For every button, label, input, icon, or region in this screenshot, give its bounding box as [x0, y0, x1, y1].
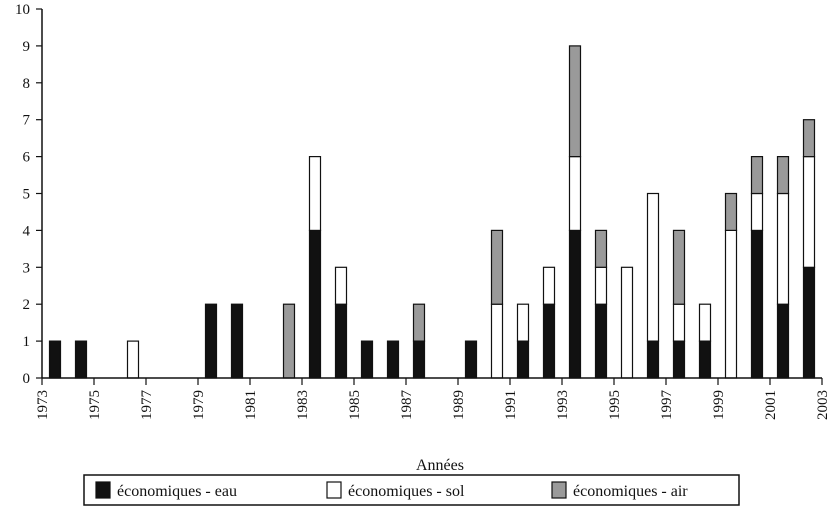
- bar-segment-air-2000: [750, 156, 764, 195]
- bar-segment-eau-2001: [776, 303, 790, 379]
- legend: économiques - eau économiques - sol économ…: [83, 474, 740, 506]
- legend-swatch-air: [551, 481, 567, 499]
- bar-segment-sol-1983: [308, 156, 322, 232]
- y-tick-label: 2: [23, 297, 31, 313]
- y-tick-label: 6: [23, 150, 31, 166]
- x-tick-label: 1975: [87, 390, 103, 420]
- bar-segment-air-1997: [672, 229, 686, 305]
- bar-segment-air-1999: [724, 192, 738, 232]
- x-tick-label: 1997: [659, 390, 675, 421]
- bar-segment-sol-1998: [698, 303, 712, 342]
- bar-segment-eau-1993: [568, 229, 582, 379]
- bar-segment-eau-2002: [802, 266, 816, 379]
- y-tick-label: 4: [23, 223, 31, 239]
- bar-segment-eau-1985: [360, 340, 374, 379]
- bar-segment-sol-2001: [776, 192, 790, 305]
- y-tick-label: 5: [23, 187, 31, 203]
- x-tick-label: 2003: [815, 390, 831, 420]
- bar-segment-sol-1995: [620, 266, 634, 379]
- bar-segment-sol-1991: [516, 303, 530, 342]
- bar-segment-eau-1994: [594, 303, 608, 379]
- legend-frame: [83, 474, 740, 506]
- bar-segment-sol-2000: [750, 192, 764, 232]
- bar-segment-sol-1993: [568, 156, 582, 232]
- x-axis-ticks: 1973 1975 1977 1979 1981 1983 1985 1987 1989 1991…: [35, 378, 831, 420]
- bar-segment-eau-1984: [334, 303, 348, 379]
- bar-segment-sol-1976: [126, 340, 140, 379]
- bar-segment-sol-1996: [646, 192, 660, 342]
- bar-segment-air-2001: [776, 156, 790, 195]
- x-tick-label: 1985: [347, 390, 363, 420]
- bar-segment-air-1982: [282, 303, 296, 379]
- y-tick-label: 3: [23, 260, 31, 276]
- bar-segment-eau-1992: [542, 303, 556, 379]
- x-tick-label: 1993: [555, 390, 571, 420]
- bar-segment-sol-1984: [334, 266, 348, 305]
- y-tick-label: 0: [23, 371, 31, 387]
- bar-segment-sol-1992: [542, 266, 556, 305]
- bar-segment-eau-1987: [412, 340, 426, 379]
- x-tick-label: 1989: [451, 390, 467, 420]
- y-tick-label: 1: [23, 334, 31, 350]
- bar-segment-eau-1974: [74, 340, 88, 379]
- y-tick-label: 9: [23, 39, 31, 55]
- bar-segment-eau-1986: [386, 340, 400, 379]
- bars: [48, 45, 816, 379]
- bar-segment-air-1987: [412, 303, 426, 342]
- x-tick-label: 1987: [399, 390, 415, 421]
- legend-swatch-eau: [95, 481, 111, 499]
- bar-segment-eau-1991: [516, 340, 530, 379]
- x-axis-title: Années: [416, 457, 464, 474]
- bar-segment-air-2002: [802, 119, 816, 158]
- legend-label-air: économiques - air: [573, 483, 688, 500]
- x-tick-label: 1999: [711, 390, 727, 420]
- bar-segment-eau-1997: [672, 340, 686, 379]
- bar-segment-eau-1989: [464, 340, 478, 379]
- y-axis-ticks: 0 1 2 3 4 5 6 7 8 9 10: [15, 2, 42, 387]
- bar-segment-eau-1980: [230, 303, 244, 379]
- legend-swatch-sol: [326, 481, 342, 499]
- x-tick-label: 1995: [607, 390, 623, 420]
- bar-segment-eau-1996: [646, 340, 660, 379]
- bar-segment-sol-2002: [802, 156, 816, 268]
- bar-segment-sol-1999: [724, 229, 738, 379]
- bar-segment-eau-1973: [48, 340, 62, 379]
- x-tick-label: 1979: [191, 390, 207, 420]
- x-tick-label: 1991: [503, 390, 519, 420]
- y-tick-label: 10: [15, 2, 30, 18]
- x-tick-label: 1973: [35, 390, 51, 420]
- x-tick-label: 2001: [763, 390, 779, 420]
- y-tick-label: 8: [23, 76, 31, 92]
- bar-segment-eau-1979: [204, 303, 218, 379]
- legend-label-sol: économiques - sol: [348, 483, 465, 500]
- x-tick-label: 1981: [243, 390, 259, 420]
- bar-segment-sol-1994: [594, 266, 608, 305]
- y-tick-label: 7: [23, 113, 31, 129]
- bar-segment-sol-1997: [672, 303, 686, 342]
- bar-segment-air-1990: [490, 229, 504, 305]
- bar-segment-air-1994: [594, 229, 608, 268]
- bar-segment-eau-1998: [698, 340, 712, 379]
- legend-label-eau: économiques - eau: [117, 483, 237, 500]
- bar-segment-air-1993: [568, 45, 582, 158]
- x-tick-label: 1977: [139, 390, 155, 421]
- bar-segment-sol-1990: [490, 303, 504, 379]
- x-tick-label: 1983: [295, 390, 311, 420]
- bar-segment-eau-1983: [308, 229, 322, 379]
- bar-segment-eau-2000: [750, 229, 764, 379]
